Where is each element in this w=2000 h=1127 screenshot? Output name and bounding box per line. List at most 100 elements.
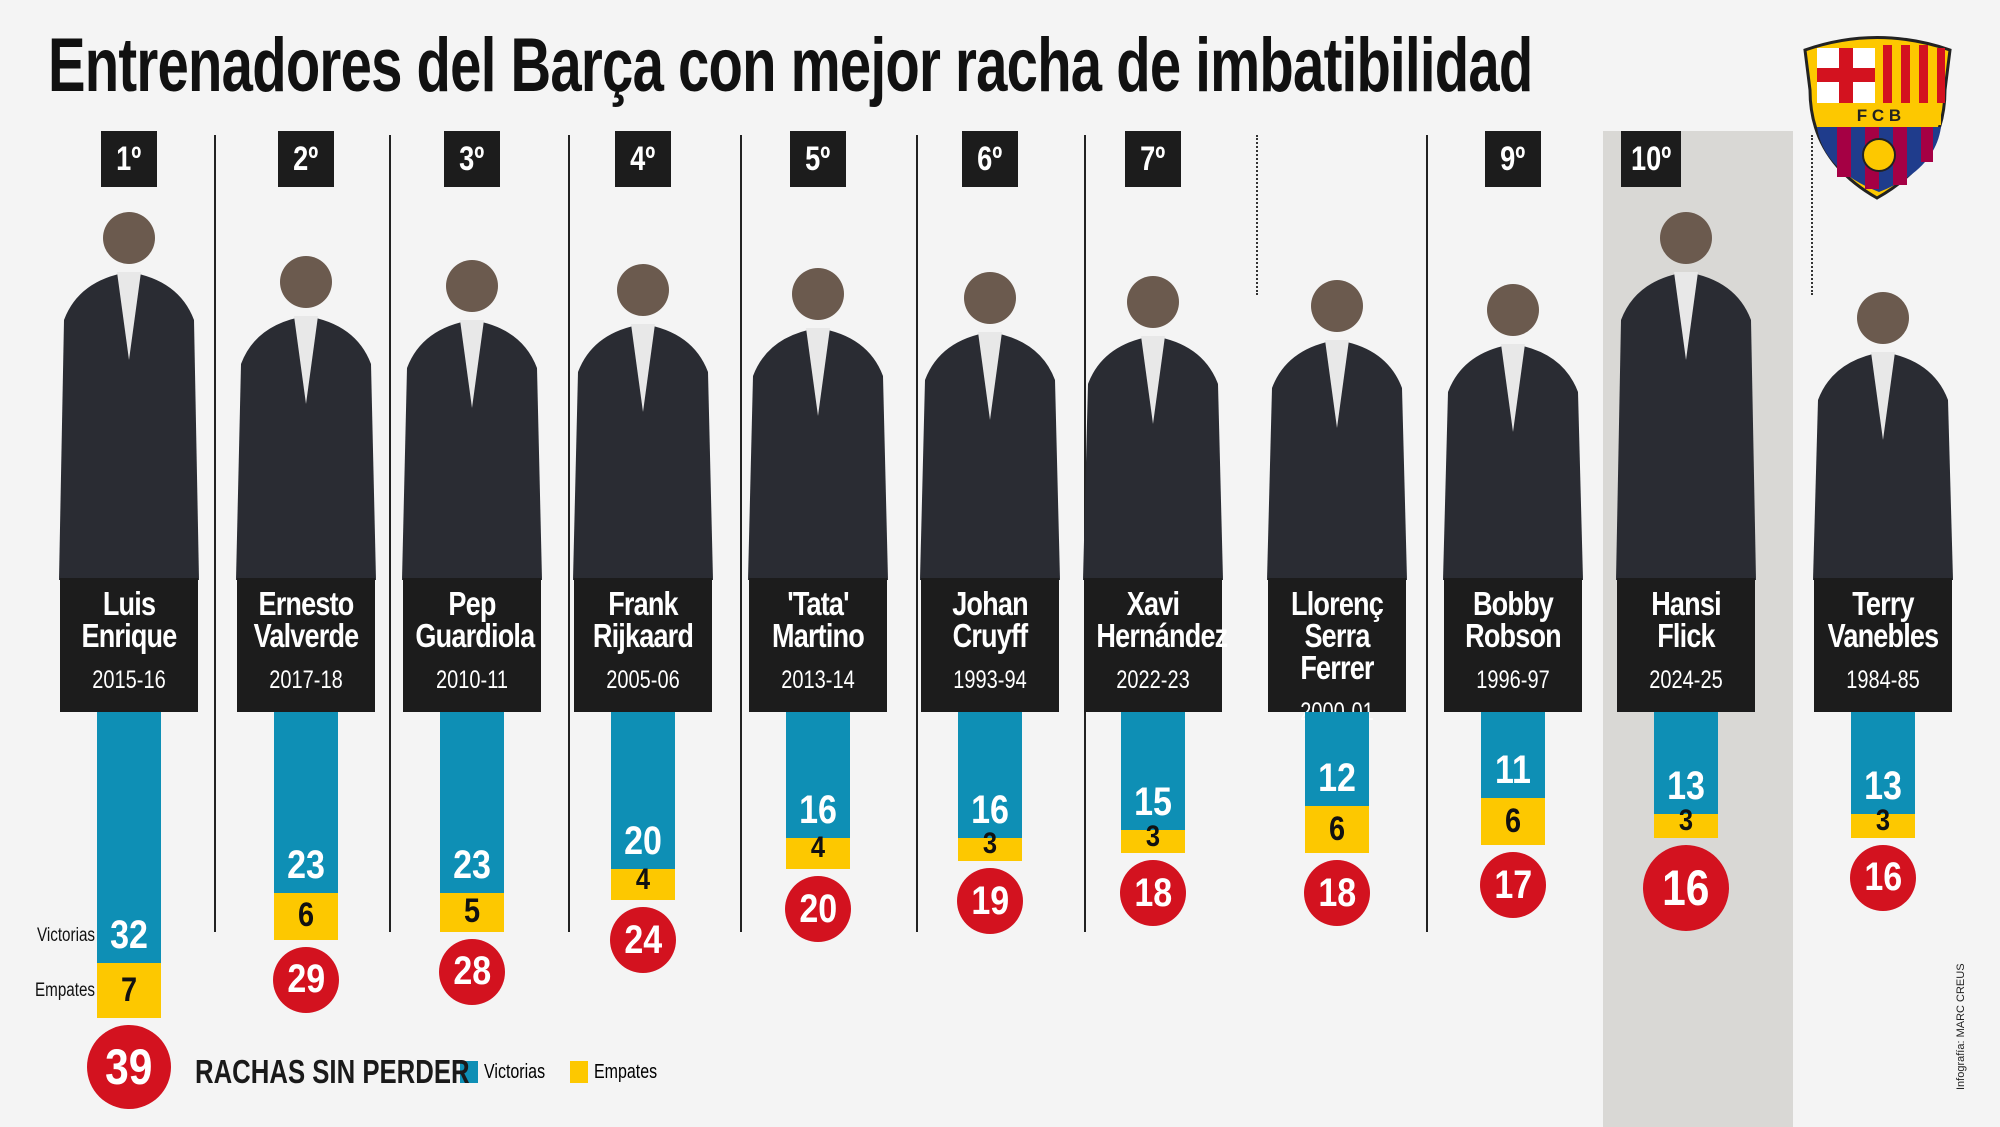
rank-badge: 4º [615, 131, 671, 187]
rank-label: 7º [1140, 139, 1166, 178]
bar-empates [1305, 806, 1369, 854]
rank-label: 6º [977, 139, 1003, 178]
total-value: 18 [1134, 870, 1172, 915]
coach-photo [1083, 276, 1223, 580]
coach-name: Llorenç Serra Ferrer [1290, 585, 1384, 686]
victorias-side-label: Victorias [36, 925, 95, 946]
column-divider [568, 135, 570, 932]
total-value: 24 [624, 917, 662, 962]
coach-season: 2005-06 [606, 666, 680, 694]
fc-barcelona-crest-logo: F C B [1803, 36, 1952, 200]
coach-name: Ernesto Valverde [253, 585, 360, 654]
victorias-value: 13 [1864, 764, 1902, 809]
total-value: 16 [1864, 855, 1902, 900]
coach-season: 1996-97 [1476, 666, 1550, 694]
coach-photo [402, 260, 542, 580]
coach-name: Johan Cruyff [952, 585, 1028, 654]
total-value: 16 [1662, 859, 1710, 916]
rank-label: 2º [293, 139, 319, 178]
total-value: 20 [799, 886, 837, 931]
coach-label: Xavi Hernández 2022-23 [1084, 578, 1228, 712]
total-value: 39 [105, 1039, 153, 1096]
victorias-value: 13 [1667, 764, 1705, 809]
empates-value: 6 [1504, 801, 1522, 840]
coach-photo [236, 256, 376, 580]
coach-photo [1267, 280, 1407, 580]
total-value: 17 [1494, 862, 1532, 907]
legend-swatch-victorias [460, 1061, 478, 1083]
total-circle: 20 [785, 876, 851, 942]
bar-victorias [1851, 712, 1915, 815]
coach-name: Luis Enrique [81, 585, 177, 654]
victorias-value: 23 [287, 842, 325, 887]
coach-photo [1443, 284, 1583, 580]
legend-title: RACHAS SIN PERDER [195, 1053, 470, 1090]
coach-label: Johan Cruyff 1993-94 [921, 578, 1059, 712]
victorias-value: 11 [1495, 748, 1531, 793]
empates-value: 5 [463, 892, 481, 931]
victorias-value: 32 [110, 913, 148, 958]
legend-label-victorias: Victorias [484, 1060, 546, 1083]
victorias-value: 15 [1134, 779, 1172, 824]
coach-label: Luis Enrique 2015-16 [60, 578, 198, 712]
legend: RACHAS SIN PERDER Victorias Empates [195, 1053, 683, 1091]
rank-badge: 3º [444, 131, 500, 187]
coach-name: Pep Guardiola [415, 585, 535, 654]
total-circle: 39 [87, 1025, 171, 1110]
total-circle: 19 [957, 868, 1023, 935]
coach-label: Frank Rijkaard 2005-06 [574, 578, 712, 712]
coach-label: Hansi Flick 2024-25 [1617, 578, 1755, 712]
coach-name: Terry Vanebles [1827, 585, 1940, 654]
victorias-value: 12 [1318, 756, 1356, 801]
rank-label: 3º [459, 139, 485, 178]
rank-label: 10º [1630, 139, 1672, 178]
empates-value: 3 [982, 827, 998, 861]
coach-label: Bobby Robson 1996-97 [1444, 578, 1582, 712]
coach-label: Pep Guardiola 2010-11 [403, 578, 541, 712]
coach-photo [1813, 292, 1953, 580]
coach-label: Llorenç Serra Ferrer2000-01 [1268, 578, 1406, 726]
bar-victorias [611, 712, 675, 869]
empates-value: 4 [635, 862, 651, 896]
rank-label: 5º [805, 139, 831, 178]
empates-value: 3 [1875, 803, 1891, 837]
bar-victorias [440, 712, 504, 893]
total-value: 19 [971, 878, 1009, 923]
total-value: 18 [1318, 870, 1356, 915]
coach-season: 2017-18 [269, 666, 343, 694]
bar-empates [958, 837, 1022, 862]
rank-badge: 6º [962, 131, 1018, 187]
column-divider [916, 135, 918, 932]
bar-empates [786, 837, 850, 869]
total-circle: 17 [1480, 852, 1546, 919]
bar-victorias [1305, 712, 1369, 807]
total-circle: 24 [610, 907, 676, 974]
legend-swatch-empates [570, 1061, 589, 1083]
bar-victorias [958, 712, 1022, 838]
chart-title: Entrenadores del Barça con mejor racha d… [48, 23, 1533, 108]
bar-empates [274, 892, 338, 940]
empates-side-label: Empates [35, 980, 95, 1001]
bar-victorias [97, 712, 161, 964]
svg-text:F C B: F C B [1857, 106, 1901, 125]
bar-victorias [786, 712, 850, 838]
empates-value: 3 [1145, 819, 1161, 853]
rank-label: 9º [1500, 139, 1526, 178]
bar-empates [97, 963, 161, 1019]
rank-badge: 7º [1125, 131, 1181, 187]
total-circle: 16 [1643, 844, 1729, 931]
victorias-value: 23 [453, 842, 491, 887]
victorias-value: 16 [799, 787, 837, 832]
empates-value: 6 [1328, 809, 1346, 848]
empates-value: 6 [297, 896, 315, 935]
column-divider [740, 135, 742, 932]
bar-empates [1481, 798, 1545, 846]
coach-name: 'Tata' Martino [772, 585, 865, 654]
rank-badge: 9º [1485, 131, 1541, 187]
bar-victorias [1654, 712, 1718, 815]
column-divider [214, 135, 216, 932]
total-value: 29 [287, 957, 325, 1002]
bar-empates [1121, 829, 1185, 854]
coach-name: Frank Rijkaard [592, 585, 694, 654]
coach-season: 2015-16 [92, 666, 166, 694]
